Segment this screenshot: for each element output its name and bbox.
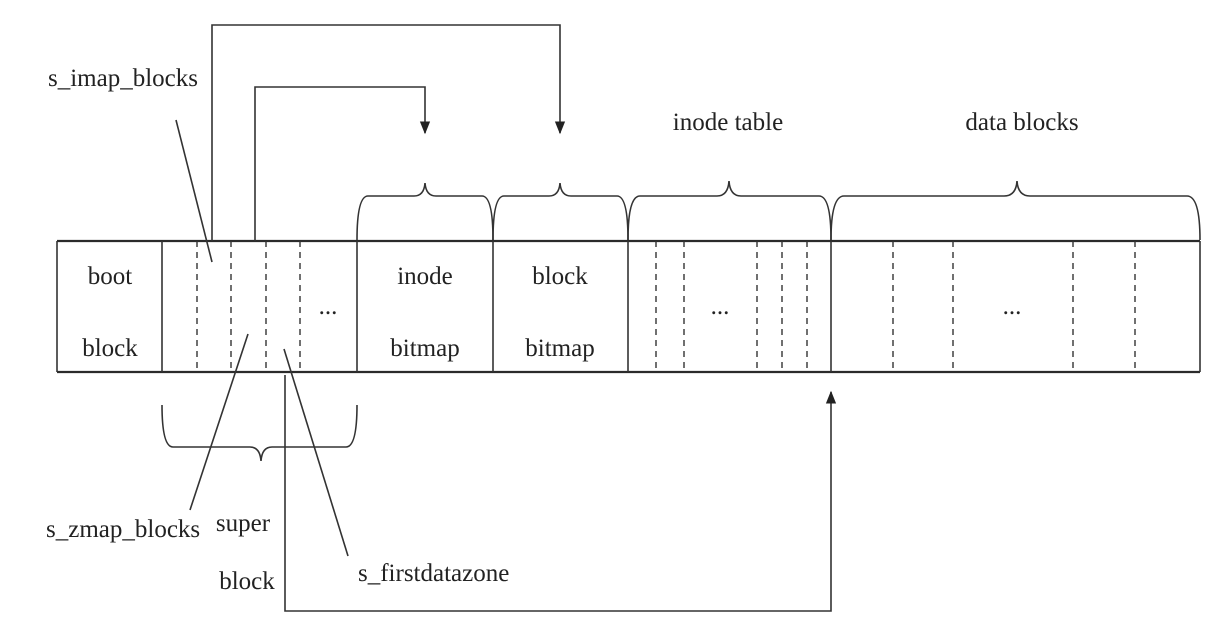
s-zmap-blocks-label: s_zmap_blocks	[46, 516, 200, 543]
brace-inode-bitmap	[356, 182, 494, 241]
brace-data-blocks	[830, 180, 1201, 241]
inode-bitmap-label-line2: bitmap	[390, 335, 459, 362]
leader-s-imap-blocks	[175, 119, 213, 263]
arrow-to-inode-bitmap	[254, 86, 431, 241]
inode-table-ellipsis: ...	[711, 293, 730, 320]
leader-s-firstdatazone	[283, 348, 349, 557]
boot-block-label-line2: block	[82, 335, 138, 362]
arrow-to-first-data-zone	[284, 375, 837, 612]
super-block-group-label-line1: super	[216, 510, 271, 537]
top-braces	[356, 180, 1201, 241]
brace-super-block	[161, 404, 358, 462]
data-blocks-ellipsis: ...	[1003, 293, 1022, 320]
block-bitmap-label-line1: block	[532, 263, 588, 290]
boot-block-label-line1: boot	[88, 263, 133, 290]
inode-bitmap-label-line1: inode	[397, 263, 453, 290]
inode-table-subdividers	[655, 241, 808, 372]
s-imap-blocks-label: s_imap_blocks	[48, 65, 198, 92]
s-firstdatazone-label: s_firstdatazone	[358, 560, 509, 587]
super-block-ellipsis: ...	[319, 293, 338, 320]
brace-inode-table	[627, 180, 832, 241]
arrow-to-block-bitmap	[211, 24, 566, 241]
block-bitmap-label-line2: bitmap	[525, 335, 594, 362]
data-blocks-group-label: data blocks	[965, 109, 1078, 136]
brace-block-bitmap	[492, 182, 629, 241]
inode-table-group-label: inode table	[673, 109, 783, 136]
leader-s-zmap-blocks	[189, 333, 249, 511]
super-block-group-label-line2: block	[219, 568, 275, 595]
disk-strip	[56, 239, 1201, 374]
